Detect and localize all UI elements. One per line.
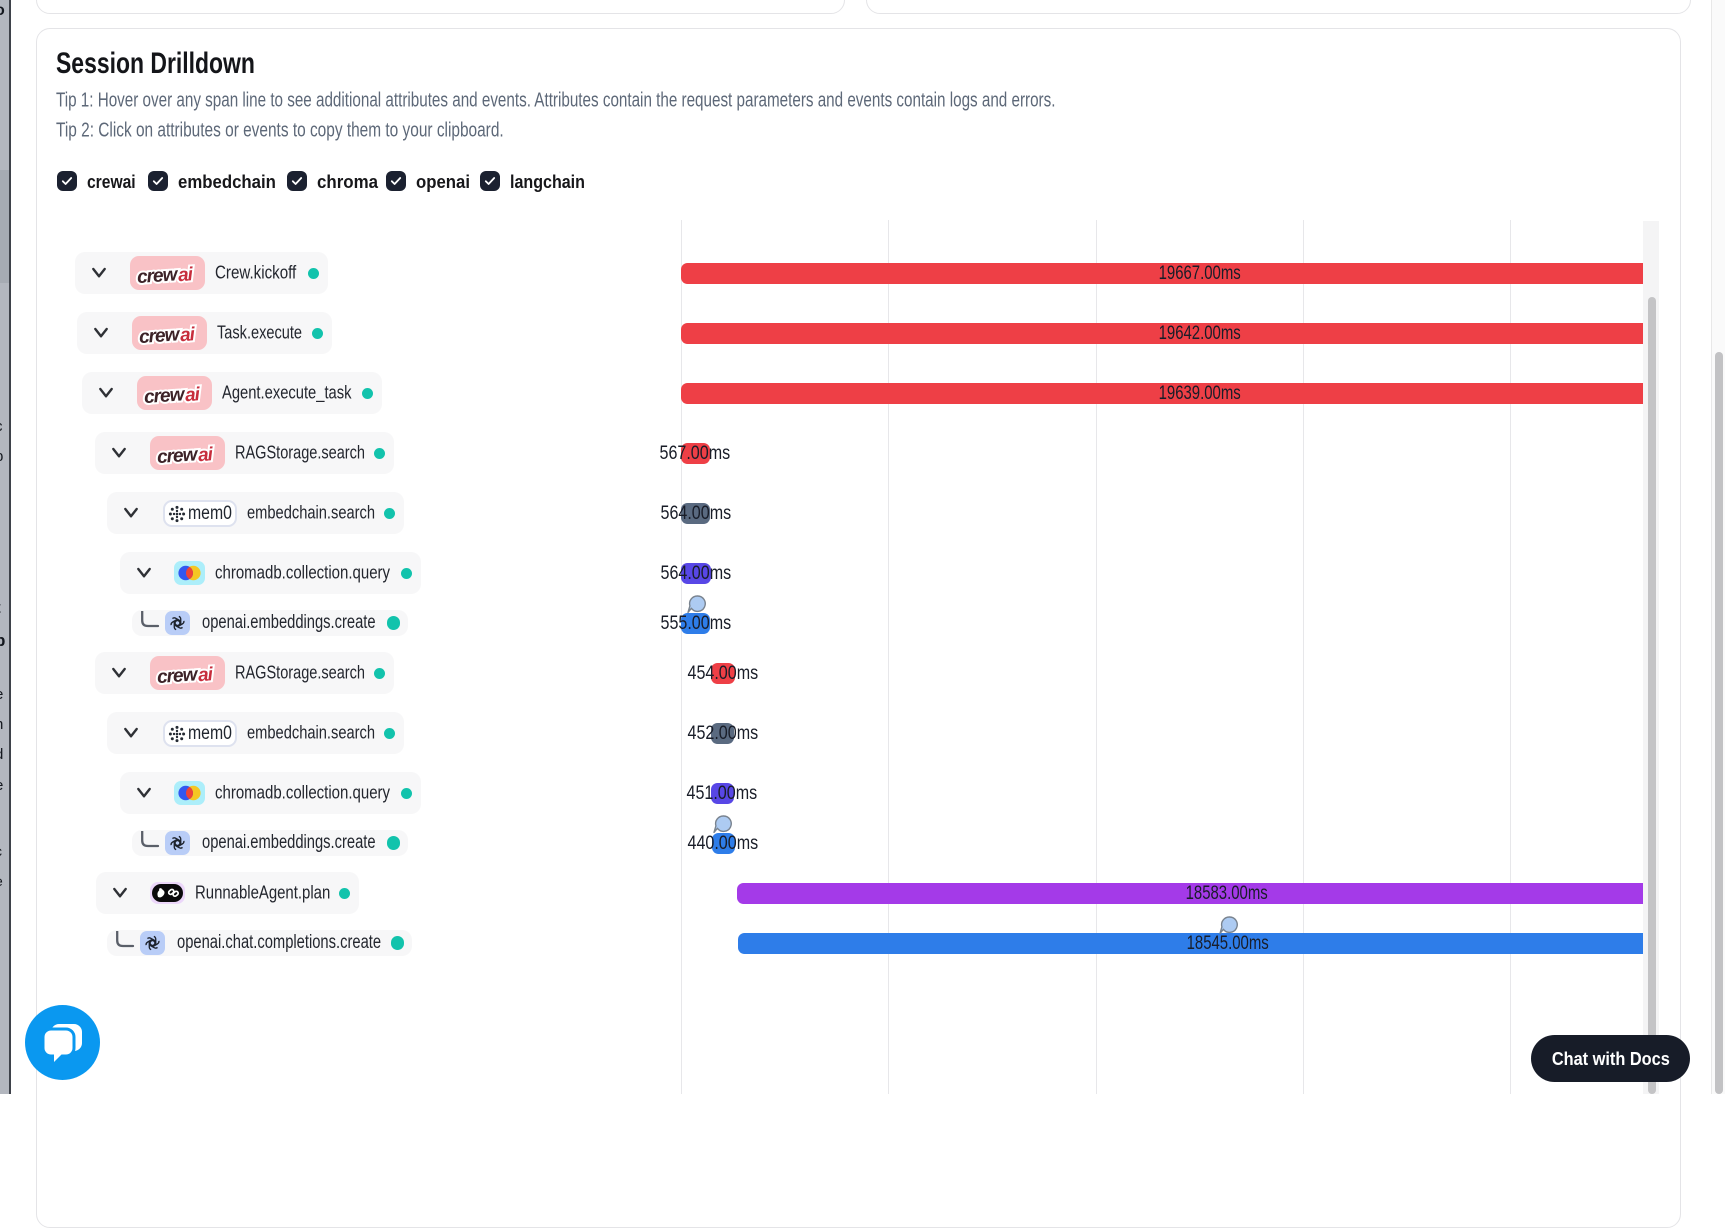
svg-text:ai: ai [197,664,214,686]
svg-text:crew: crew [138,324,181,348]
svg-text:crew: crew [136,264,179,288]
svg-text:ai: ai [184,384,201,406]
svg-text:ai: ai [179,324,196,346]
svg-text:crew: crew [156,664,199,688]
svg-text:crew: crew [143,384,186,408]
svg-text:ai: ai [197,444,214,466]
svg-text:crew: crew [156,444,199,468]
svg-text:ai: ai [177,264,194,286]
